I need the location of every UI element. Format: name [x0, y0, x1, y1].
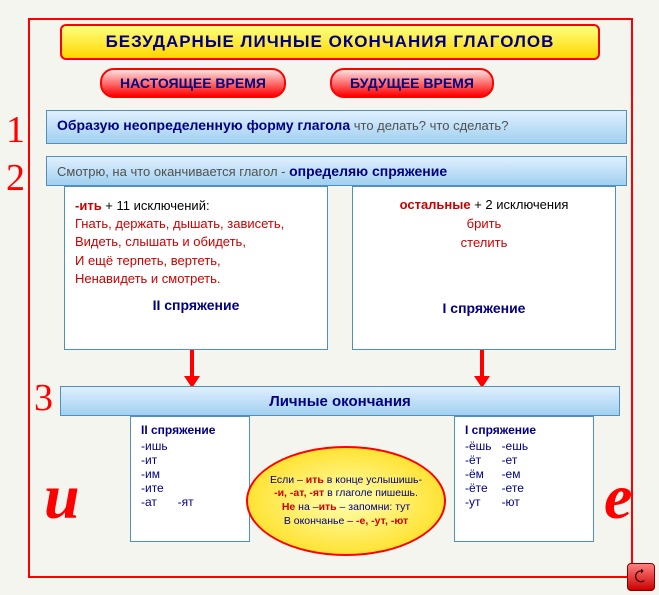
mnemonic-oval: Если – ить в конце услышишь- -и, -ат, -я…	[246, 446, 446, 556]
exception-line: И ещё терпеть, вертеть,	[75, 252, 317, 270]
arrow-down-icon	[480, 350, 484, 378]
back-button[interactable]	[627, 563, 655, 591]
step-number-1: 1	[6, 108, 25, 152]
u-turn-icon	[633, 569, 649, 585]
conjugation-i-box: остальные + 2 исключения брить стелить I…	[352, 186, 616, 350]
right-highlight: остальные	[400, 197, 471, 212]
future-label: БУДУЩЕЕ ВРЕМЯ	[350, 75, 474, 91]
right-sub2: стелить	[363, 235, 605, 250]
present-tense-pill: НАСТОЯЩЕЕ ВРЕМЯ	[100, 68, 286, 98]
endings-i-table: -ёшь-ешь -ёт-ет -ём-ем -ёте-ете -ут-ют	[465, 439, 538, 509]
step1-rest: что делать? что сделать?	[350, 118, 508, 133]
step2-bold: определяю спряжение	[289, 163, 447, 179]
endings-ii-box: II спряжение -ишь -ит -им -ите -ат-ят	[130, 416, 250, 542]
arrow-down-icon	[190, 350, 194, 378]
left-conj-label: II спряжение	[75, 296, 317, 316]
letter-e: е	[604, 460, 632, 534]
exception-line: Гнать, держать, дышать, зависеть,	[75, 215, 317, 233]
exception-line: Видеть, слышать и обидеть,	[75, 233, 317, 251]
present-label: НАСТОЯЩЕЕ ВРЕМЯ	[120, 75, 266, 91]
future-tense-pill: БУДУЩЕЕ ВРЕМЯ	[330, 68, 494, 98]
conjugation-ii-box: -ить + 11 исключений: Гнать, держать, ды…	[64, 186, 328, 350]
step2-pre: Смотрю, на что оканчивается глагол -	[57, 164, 289, 179]
endings-i-header: I спряжение	[465, 423, 583, 437]
title-text: БЕЗУДАРНЫЕ ЛИЧНЫЕ ОКОНЧАНИЯ ГЛАГОЛОВ	[106, 32, 555, 52]
step1-bold: Образую неопределенную форму глагола	[57, 117, 350, 133]
left-highlight: -ить	[75, 198, 102, 213]
right-sub1: брить	[363, 216, 605, 231]
step2-bar: Смотрю, на что оканчивается глагол - опр…	[46, 156, 627, 186]
main-title: БЕЗУДАРНЫЕ ЛИЧНЫЕ ОКОНЧАНИЯ ГЛАГОЛОВ	[60, 24, 600, 60]
step-number-2: 2	[6, 156, 25, 200]
step-number-3: 3	[34, 376, 53, 420]
step3-label: Личные окончания	[269, 393, 411, 410]
left-plus: + 11 исключений:	[102, 198, 210, 213]
exception-line: Ненавидеть и смотреть.	[75, 270, 317, 288]
endings-i-box: I спряжение -ёшь-ешь -ёт-ет -ём-ем -ёте-…	[454, 416, 594, 542]
step1-bar: Образую неопределенную форму глагола что…	[46, 110, 627, 144]
endings-ii-table: -ишь -ит -им -ите -ат-ят	[141, 439, 204, 509]
right-conj-label: I спряжение	[363, 300, 605, 316]
right-plus: + 2 исключения	[471, 197, 569, 212]
step3-bar: Личные окончания	[60, 386, 620, 416]
endings-ii-header: II спряжение	[141, 423, 239, 437]
letter-i: и	[44, 460, 80, 534]
